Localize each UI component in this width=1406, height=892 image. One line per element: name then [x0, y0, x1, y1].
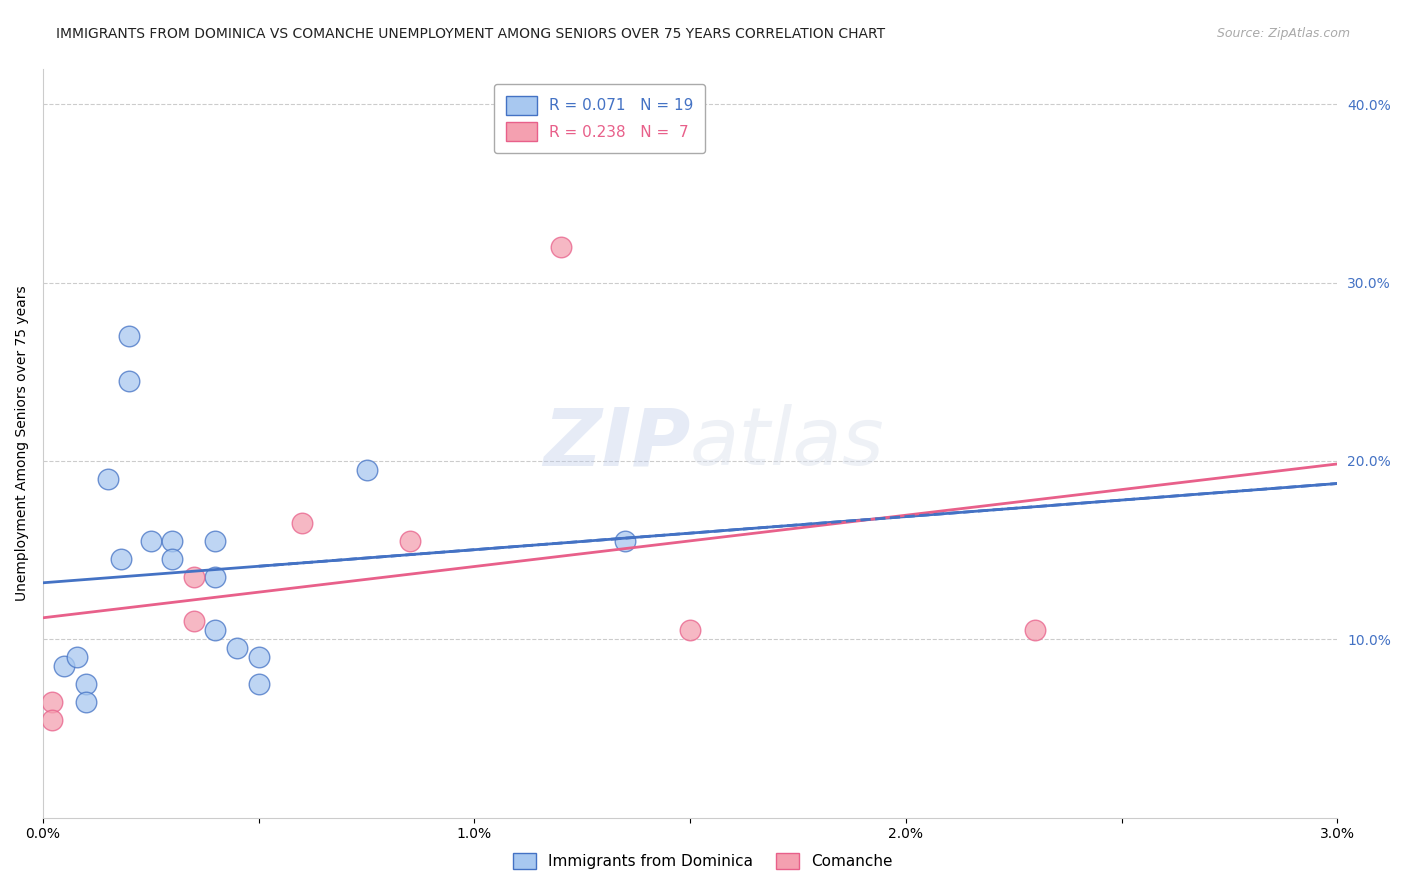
Point	[247, 677, 270, 691]
Text: atlas: atlas	[690, 404, 884, 482]
Point	[204, 534, 226, 549]
Point	[204, 570, 226, 584]
Point	[97, 472, 120, 486]
Point	[75, 677, 97, 691]
Point	[679, 624, 702, 638]
Text: IMMIGRANTS FROM DOMINICA VS COMANCHE UNEMPLOYMENT AMONG SENIORS OVER 75 YEARS CO: IMMIGRANTS FROM DOMINICA VS COMANCHE UNE…	[56, 27, 886, 41]
Point	[550, 240, 572, 254]
Point	[139, 534, 162, 549]
Point	[226, 641, 249, 656]
Point	[41, 713, 63, 727]
Point	[162, 552, 184, 566]
Point	[247, 650, 270, 665]
Legend: Immigrants from Dominica, Comanche: Immigrants from Dominica, Comanche	[508, 847, 898, 875]
Point	[75, 695, 97, 709]
Point	[110, 552, 132, 566]
Point	[53, 659, 76, 673]
Point	[1024, 624, 1046, 638]
Point	[204, 624, 226, 638]
Legend: R = 0.071   N = 19, R = 0.238   N =  7: R = 0.071 N = 19, R = 0.238 N = 7	[494, 84, 706, 153]
Point	[183, 570, 205, 584]
Point	[118, 374, 141, 388]
Point	[41, 695, 63, 709]
Point	[118, 329, 141, 343]
Point	[162, 534, 184, 549]
Point	[66, 650, 89, 665]
Point	[291, 516, 314, 531]
Y-axis label: Unemployment Among Seniors over 75 years: Unemployment Among Seniors over 75 years	[15, 285, 30, 601]
Text: Source: ZipAtlas.com: Source: ZipAtlas.com	[1216, 27, 1350, 40]
Point	[183, 615, 205, 629]
Point	[614, 534, 637, 549]
Point	[398, 534, 420, 549]
Point	[356, 463, 378, 477]
Text: ZIP: ZIP	[543, 404, 690, 482]
